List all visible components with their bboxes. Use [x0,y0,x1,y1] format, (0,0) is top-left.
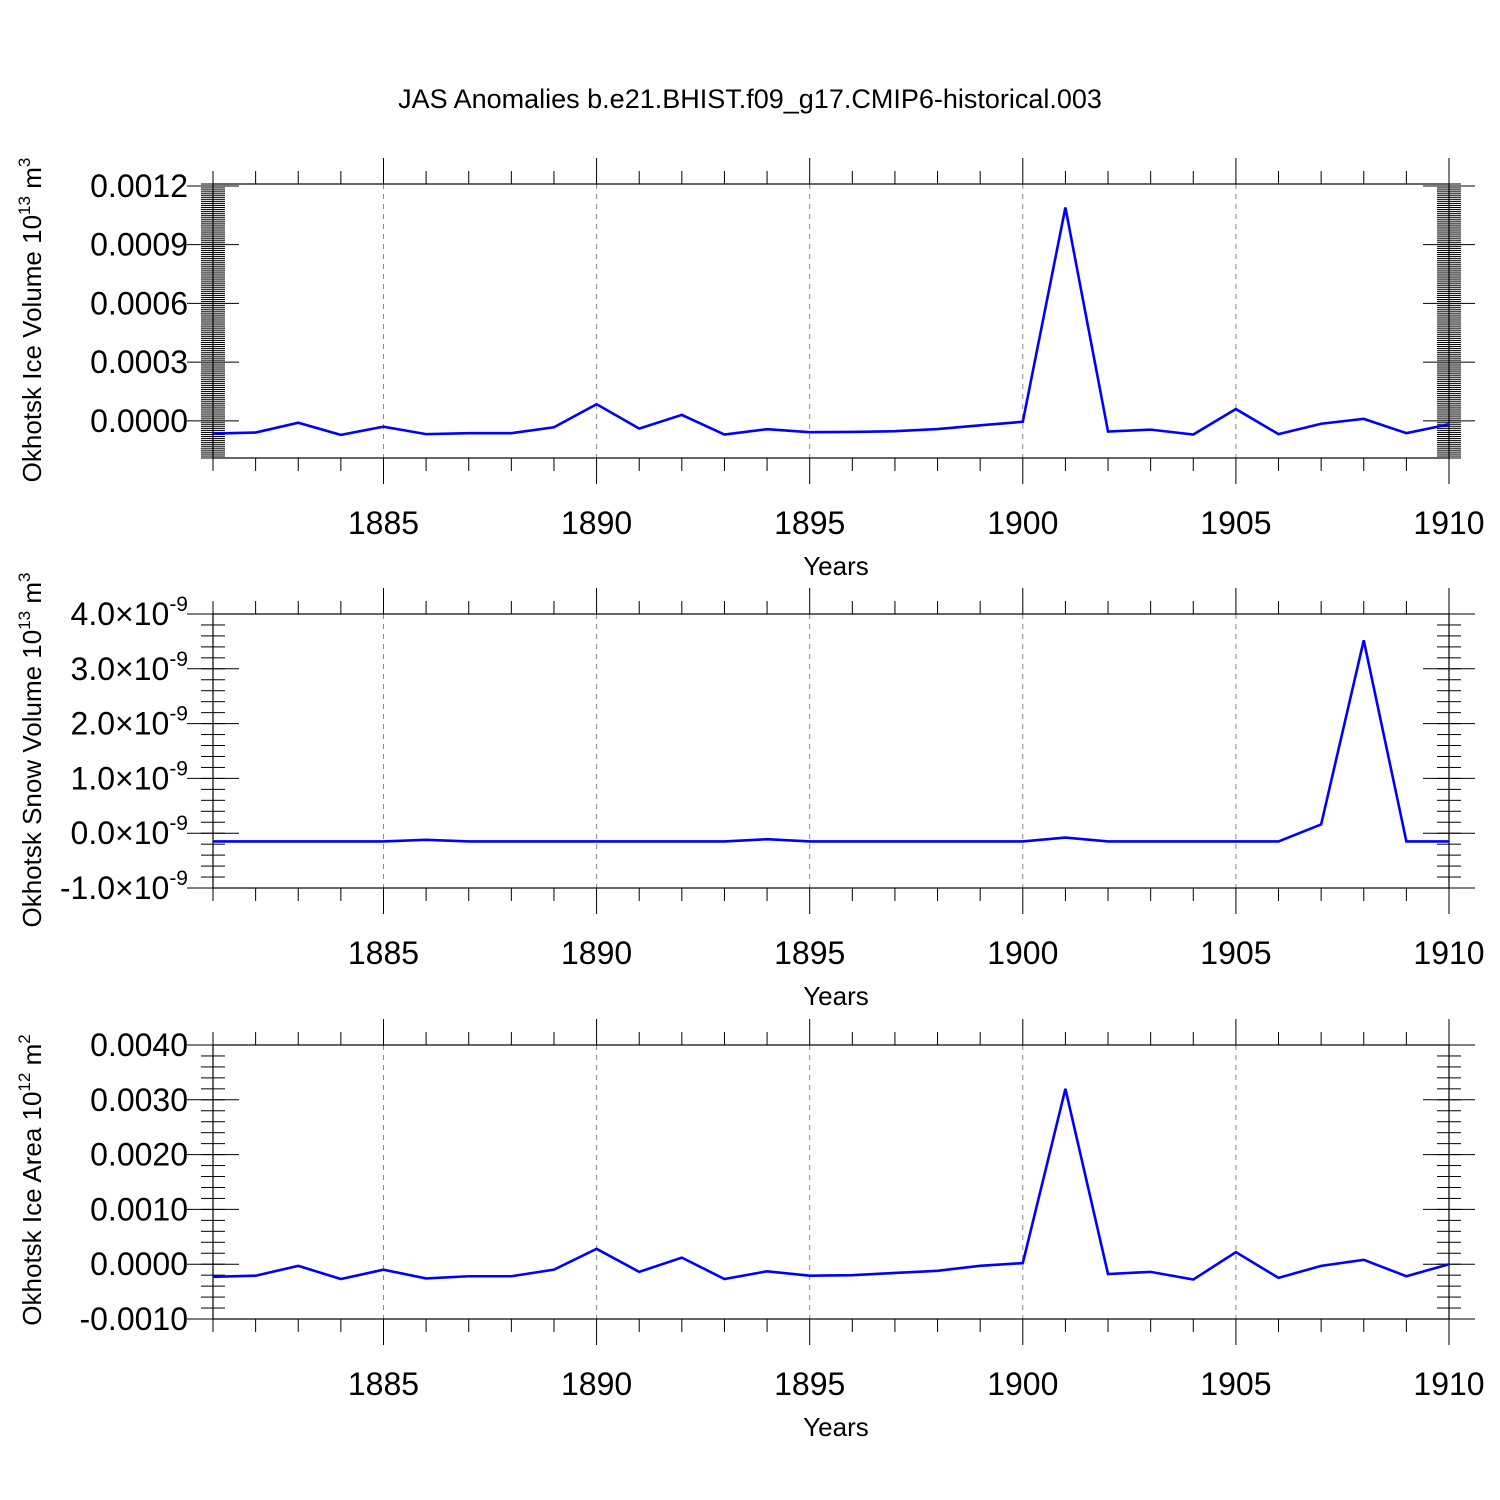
x-tick-label: 1910 [1413,1366,1484,1402]
y-tick-label: 3.0×10-9 [71,648,188,687]
x-tick-label: 1885 [348,1366,419,1402]
y-tick-label: 0.0009 [90,227,188,263]
x-tick-label: 1905 [1200,1366,1271,1402]
figure-title: JAS Anomalies b.e21.BHIST.f09_g17.CMIP6-… [398,84,1102,114]
y-tick-label: 4.0×10-9 [71,593,188,632]
x-tick-label: 1910 [1413,505,1484,541]
y-tick-label: 0.0006 [90,285,188,321]
y-tick-label: 0.0003 [90,344,188,380]
y-tick-label: -1.0×10-9 [60,867,188,906]
series-line [213,640,1449,843]
y-axis-label: Okhotsk Ice Volume 1013 m3 [15,158,47,483]
x-axis-label: Years [803,981,869,1011]
y-tick-label: 0.0020 [90,1137,188,1173]
panel-ice-area: -0.0010 0.0000 0.0010 0.0020 0.0030 0.0040 188… [15,1019,1485,1442]
x-axis-label: Years [803,551,869,581]
x-tick-label: 1890 [561,1366,632,1402]
y-axis-label: Okhotsk Ice Area 1012 m2 [15,1034,47,1325]
x-tick-label: 1900 [987,1366,1058,1402]
x-tick-label: 1895 [774,1366,845,1402]
x-tick-label: 1905 [1200,935,1271,971]
y-tick-label: 0.0×10-9 [71,812,188,851]
plot-frame [212,183,1450,459]
x-tick-label: 1895 [774,505,845,541]
y-tick-label: 1.0×10-9 [71,757,188,796]
x-tick-label: 1885 [348,935,419,971]
y-tick-label: 0.0000 [90,403,188,439]
series-line [212,207,1450,437]
y-tick-label: 0.0030 [90,1082,188,1118]
x-tick-label: 1895 [774,935,845,971]
x-tick-label: 1900 [987,935,1058,971]
panel-snow-volume: -1.0×10-9 0.0×10-9 1.0×10-9 2.0×10-9 3.0×10-… [15,573,1485,1012]
x-tick-label: 1910 [1413,935,1484,971]
y-tick-label: -0.0010 [79,1301,188,1337]
x-tick-label: 1900 [987,505,1058,541]
plot-frame [212,1044,1450,1320]
y-tick-label: 0.0000 [90,1246,188,1282]
plot-frame [212,613,1450,889]
series-line [212,1088,1450,1281]
x-axis-label: Years [803,1412,869,1442]
y-axis-label: Okhotsk Snow Volume 1013 m3 [15,573,47,928]
y-tick-label: 2.0×10-9 [71,703,188,742]
x-tick-label: 1885 [348,505,419,541]
panel-ice-volume: 0.0000 0.0003 0.0006 0.0009 0.0012 1885 1890 18… [15,158,1485,581]
y-tick-label: 0.0012 [90,168,188,204]
x-tick-label: 1890 [561,935,632,971]
x-tick-label: 1890 [561,505,632,541]
x-tick-label: 1905 [1200,505,1271,541]
y-tick-label: 0.0010 [90,1191,188,1227]
y-tick-label: 0.0040 [90,1027,188,1063]
